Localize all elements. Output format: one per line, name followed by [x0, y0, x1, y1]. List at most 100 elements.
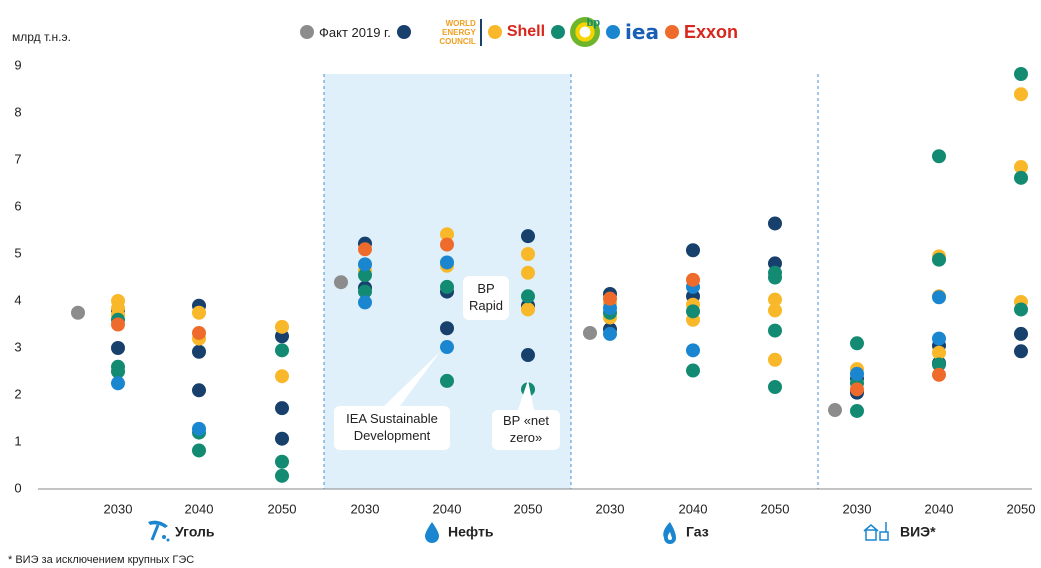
renewables-icon: [863, 522, 889, 541]
dot: [1014, 170, 1028, 185]
x-tick-label: 2030: [596, 501, 625, 516]
legend-item: Shell: [487, 23, 545, 41]
callout-box: [463, 276, 509, 320]
y-axis-label: млрд т.н.э.: [12, 30, 71, 44]
coal-icon: [148, 520, 170, 542]
callout-pointer: [384, 352, 440, 406]
dot: [521, 289, 535, 304]
legend-marker: [606, 25, 621, 39]
y-tick-label: 9: [14, 57, 21, 72]
dot: [111, 364, 125, 379]
dot: [1014, 87, 1028, 102]
x-tick-label: 2030: [104, 501, 133, 516]
x-tick-label: 2030: [351, 501, 380, 516]
dot: [932, 331, 946, 346]
annotation: zero»: [510, 430, 543, 445]
annotation: BP: [477, 281, 494, 296]
dot: [275, 468, 289, 483]
dot: [521, 265, 535, 280]
dot: [275, 431, 289, 446]
y-tick-label: 7: [14, 151, 21, 166]
legend-item: bp: [551, 17, 601, 47]
dot: [521, 247, 535, 261]
dot: [440, 227, 454, 242]
x-tick-label: 2050: [761, 501, 790, 516]
dot: [358, 284, 372, 299]
dot: [686, 272, 700, 287]
x-tick-label: 2040: [433, 501, 462, 516]
group-label: Нефть: [448, 524, 494, 540]
legend-label: Exxon: [683, 21, 738, 42]
y-tick-label: 2: [14, 386, 21, 401]
legend-label: Факт 2019 г.: [319, 24, 391, 40]
x-tick-label: 2040: [679, 501, 708, 516]
legend-item: iea: [606, 20, 659, 44]
dot: [768, 352, 782, 367]
dot: [192, 305, 206, 320]
y-tick-label: 0: [14, 480, 21, 495]
dot: [192, 443, 206, 458]
dot: [768, 303, 782, 318]
dot: [768, 292, 782, 307]
dot: [768, 323, 782, 338]
dot: [932, 252, 946, 267]
annotation: IEA Sustainable: [346, 411, 438, 426]
y-tick-label: 6: [14, 198, 21, 213]
group-label: ВИЭ*: [900, 524, 936, 540]
callout-pointer: [518, 380, 534, 410]
x-tick-label: 2030: [843, 501, 872, 516]
dot: [111, 376, 125, 391]
legend-marker: [487, 25, 502, 39]
dot: [686, 363, 700, 378]
dot: [850, 382, 864, 397]
dot: [603, 291, 617, 306]
dot: [334, 275, 348, 290]
dot: [850, 403, 864, 418]
dot: [521, 348, 535, 363]
dot: [440, 279, 454, 294]
dot: [358, 295, 372, 310]
dot: [358, 268, 372, 283]
dot: [440, 340, 454, 355]
dot: [686, 343, 700, 358]
oil-icon: [425, 522, 439, 543]
dot: [768, 270, 782, 285]
dot: [358, 257, 372, 272]
dot: [850, 366, 864, 381]
dot: [275, 401, 289, 416]
x-tick-label: 2040: [925, 501, 954, 516]
dot: [358, 242, 372, 257]
dot: [275, 454, 289, 469]
dot: [1014, 344, 1028, 359]
dot: [1014, 326, 1028, 341]
y-tick-label: 4: [14, 292, 21, 307]
dot: [440, 237, 454, 252]
annotation: Development: [354, 428, 431, 443]
dot: [932, 149, 946, 164]
legend-marker: [396, 25, 411, 39]
gas-icon: [663, 522, 676, 544]
footnote: * ВИЭ за исключением крупных ГЭС: [8, 554, 194, 566]
legend-item: Факт 2019 г.: [300, 25, 391, 40]
legend-label: iea: [625, 20, 659, 44]
dot: [932, 290, 946, 305]
dot: [440, 373, 454, 388]
legend-item: Exxon: [664, 21, 738, 43]
dot: [111, 341, 125, 355]
dot: [932, 345, 946, 360]
dot: [111, 317, 125, 332]
annotation: Rapid: [469, 298, 503, 313]
annotation: BP «net: [503, 413, 549, 428]
dot: [440, 255, 454, 270]
legend-item: WORLD ENERGY COUNCIL: [396, 18, 482, 46]
x-tick-label: 2050: [514, 501, 543, 516]
dot: [521, 302, 535, 317]
dot: [850, 336, 864, 351]
dot: [192, 421, 206, 436]
dot: [440, 321, 454, 336]
callout-box: [334, 406, 450, 450]
x-tick-label: 2050: [268, 501, 297, 516]
dot: [603, 326, 617, 341]
